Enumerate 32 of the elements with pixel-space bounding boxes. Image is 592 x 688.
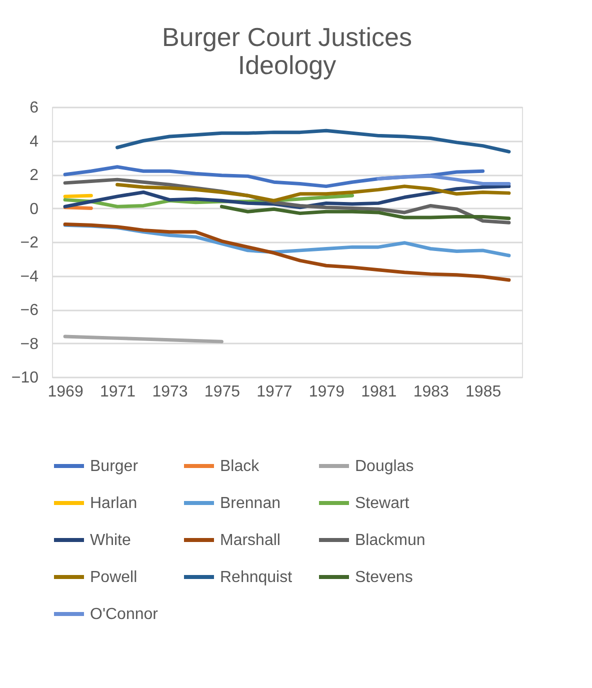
- y-tick-label: −4: [20, 268, 39, 286]
- legend-label: Brennan: [220, 495, 280, 512]
- legend-label: Black: [220, 458, 260, 475]
- legend-label: Douglas: [355, 458, 414, 475]
- legend-label: Stewart: [355, 495, 410, 512]
- legend-label: White: [90, 532, 131, 549]
- x-tick-label: 1985: [466, 384, 502, 400]
- x-tick-label: 1971: [100, 384, 136, 400]
- x-tick-label: 1979: [308, 384, 345, 400]
- chart-title: Burger Court Justices Ideology: [162, 22, 412, 80]
- legend-label: Powell: [90, 569, 138, 586]
- x-tick-label: 1983: [413, 384, 450, 400]
- x-tick-label: 1969: [48, 384, 84, 400]
- x-tick-label: 1973: [152, 384, 188, 400]
- y-tick-label: −2: [20, 234, 39, 252]
- y-tick-label: −10: [11, 370, 39, 386]
- y-tick-label: 0: [30, 200, 39, 218]
- legend-label: O'Connor: [90, 606, 159, 623]
- y-tick-label: 2: [30, 167, 39, 184]
- legend-label: Stevens: [355, 569, 413, 586]
- legend-label: Rehnquist: [220, 569, 293, 586]
- legend-label: Blackmun: [355, 532, 426, 549]
- x-tick-label: 1975: [204, 384, 240, 400]
- legend-label: Harlan: [90, 495, 138, 512]
- legend-label: Marshall: [220, 532, 280, 549]
- x-tick-label: 1977: [256, 384, 292, 400]
- y-tick-label: −6: [20, 302, 39, 319]
- y-tick-label: −8: [20, 336, 39, 353]
- y-tick-label: 6: [30, 100, 39, 116]
- legend-label: Burger: [90, 458, 139, 475]
- x-tick-label: 1981: [361, 384, 397, 400]
- y-tick-label: 4: [30, 133, 39, 150]
